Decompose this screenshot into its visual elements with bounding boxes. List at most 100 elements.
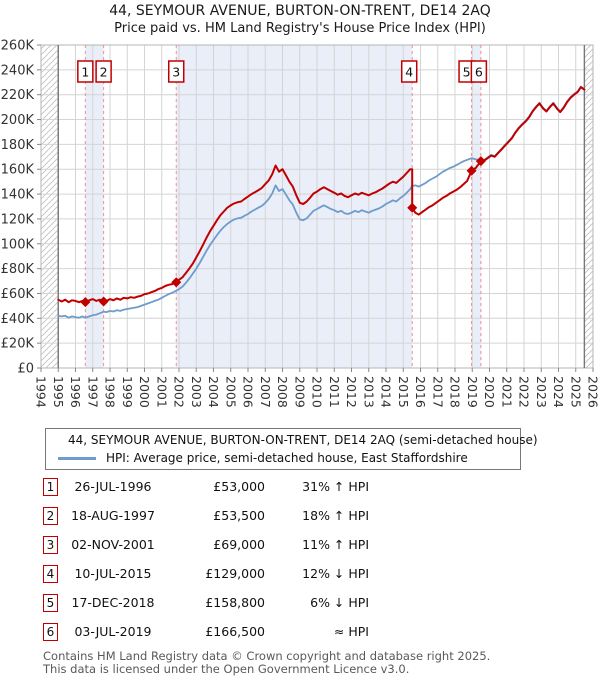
svg-text:2005: 2005: [223, 376, 238, 408]
svg-text:£180K: £180K: [0, 138, 34, 153]
sale-date: 02-NOV-2001: [71, 537, 155, 552]
svg-text:£20K: £20K: [1, 337, 35, 352]
svg-text:1997: 1997: [85, 376, 100, 408]
svg-text:2010: 2010: [310, 376, 325, 408]
sale-price: £129,000: [205, 566, 265, 581]
svg-text:2013: 2013: [361, 376, 376, 408]
svg-text:2024: 2024: [551, 376, 566, 408]
hpi-line-swatch: [58, 456, 96, 460]
sale-flag-6: 6: [470, 60, 488, 83]
license-line-1: Contains HM Land Registry data © Crown c…: [43, 649, 491, 663]
svg-text:2018: 2018: [448, 376, 463, 408]
svg-text:£40K: £40K: [1, 312, 35, 327]
sale-price: £158,800: [205, 595, 265, 610]
sale-price: £69,000: [213, 537, 265, 552]
table-row: 2 18-AUG-1997 £53,500 18% ↑ HPI: [0, 501, 600, 530]
svg-text:2012: 2012: [344, 376, 359, 408]
page-title: 44, SEYMOUR AVENUE, BURTON-ON-TRENT, DE1…: [109, 3, 491, 19]
sale-price: £53,000: [213, 479, 265, 494]
svg-text:2008: 2008: [275, 376, 290, 408]
svg-text:2011: 2011: [327, 376, 342, 408]
svg-text:2025: 2025: [568, 376, 583, 408]
sale-hpi-delta: ≈ HPI: [333, 624, 369, 639]
ownership-band: [85, 45, 104, 368]
svg-text:£80K: £80K: [1, 262, 35, 277]
svg-text:1999: 1999: [120, 376, 135, 408]
svg-text:£220K: £220K: [0, 88, 34, 103]
sale-flag-1: 1: [77, 60, 94, 83]
license-note: Contains HM Land Registry data © Crown c…: [43, 650, 583, 675]
table-row: 6 03-JUL-2019 £166,500 ≈ HPI: [0, 617, 600, 646]
sales-table: 1 26-JUL-1996 £53,000 31% ↑ HPI 2 18-AUG…: [0, 472, 600, 646]
sale-date: 10-JUL-2015: [74, 566, 152, 581]
sale-flag-number: 4: [405, 65, 413, 80]
svg-text:2020: 2020: [482, 376, 497, 408]
y-axis-labels: £0 £20K £40K £60K £80K £100K £120K £140K £160K £1…: [0, 39, 41, 377]
svg-text:2001: 2001: [154, 376, 169, 408]
table-row: 3 02-NOV-2001 £69,000 11% ↑ HPI: [0, 530, 600, 559]
svg-text:2022: 2022: [517, 376, 532, 408]
sale-marker-diamond: [80, 297, 91, 308]
price-history-chart: 123456£0£20K£40K£60K£80K£100K£120K£140K£…: [0, 39, 600, 408]
sale-hpi-delta: 6% ↓ HPI: [310, 595, 369, 610]
svg-text:1998: 1998: [103, 376, 118, 408]
svg-text:2009: 2009: [292, 376, 307, 408]
sale-number-badge: 1: [43, 477, 58, 496]
svg-text:£160K: £160K: [0, 163, 34, 178]
svg-text:2006: 2006: [241, 376, 256, 408]
svg-text:£260K: £260K: [0, 39, 34, 54]
sale-flag-number: 2: [100, 65, 108, 80]
legend-label: HPI: Average price, semi-detached house,…: [106, 451, 468, 465]
legend-item-hpi: HPI: Average price, semi-detached house,…: [46, 451, 520, 466]
sale-hpi-delta: 31% ↑ HPI: [302, 479, 369, 494]
sale-number-badge: 3: [43, 535, 58, 554]
sale-number-badge: 2: [43, 506, 58, 525]
legend-item-price-paid: 44, SEYMOUR AVENUE, BURTON-ON-TRENT, DE1…: [46, 433, 538, 448]
svg-text:£100K: £100K: [0, 237, 34, 252]
svg-text:£240K: £240K: [0, 63, 34, 78]
svg-text:1996: 1996: [68, 376, 83, 408]
svg-text:2003: 2003: [189, 376, 204, 408]
sale-flag-number: 1: [81, 65, 89, 80]
sale-flag-4: 4: [400, 60, 418, 83]
license-line-2: This data is licensed under the Open Gov…: [43, 661, 410, 676]
sale-date: 03-JUL-2019: [74, 624, 152, 639]
sale-hpi-delta: 11% ↑ HPI: [302, 537, 369, 552]
sale-marker-diamond: [171, 277, 182, 288]
sale-flag-2: 2: [95, 60, 112, 83]
svg-text:2017: 2017: [430, 376, 445, 408]
sale-marker-diamond: [466, 165, 477, 176]
svg-text:2023: 2023: [534, 376, 549, 408]
sale-marker-diamond: [98, 296, 109, 307]
sale-flag-number: 6: [475, 65, 483, 80]
table-row: 4 10-JUL-2015 £129,000 12% ↓ HPI: [0, 559, 600, 588]
svg-text:2015: 2015: [396, 376, 411, 408]
svg-text:£200K: £200K: [0, 113, 34, 128]
svg-text:£60K: £60K: [1, 287, 35, 302]
page-subtitle: Price paid vs. HM Land Registry's House …: [114, 21, 486, 36]
svg-text:2004: 2004: [206, 376, 221, 408]
svg-text:2021: 2021: [499, 376, 514, 408]
svg-text:£0: £0: [17, 362, 34, 377]
table-row: 5 17-DEC-2018 £158,800 6% ↓ HPI: [0, 588, 600, 617]
svg-text:2007: 2007: [258, 376, 273, 408]
svg-text:2019: 2019: [465, 376, 480, 408]
sale-flag-3: 3: [167, 60, 185, 83]
svg-text:2026: 2026: [586, 376, 600, 408]
svg-text:2002: 2002: [172, 376, 187, 408]
sale-date: 17-DEC-2018: [71, 595, 155, 610]
sale-price: £53,500: [213, 508, 265, 523]
sale-hpi-delta: 18% ↑ HPI: [302, 508, 369, 523]
price-paid-line: [57, 86, 586, 304]
gridlines: [40, 44, 594, 369]
svg-text:£120K: £120K: [0, 212, 34, 227]
sale-marker-diamond: [475, 156, 486, 167]
no-data-hatch-left: [41, 45, 59, 368]
sale-date: 26-JUL-1996: [74, 479, 152, 494]
legend-label: 44, SEYMOUR AVENUE, BURTON-ON-TRENT, DE1…: [68, 433, 538, 447]
x-axis-labels: 1994 1995 1996 1997 1998 1999 2000 2001 2002 2003…: [34, 368, 600, 408]
sale-flag-number: 5: [463, 65, 471, 80]
svg-text:1995: 1995: [51, 376, 66, 408]
sale-flag-number: 3: [172, 65, 180, 80]
sale-hpi-delta: 12% ↓ HPI: [302, 566, 369, 581]
